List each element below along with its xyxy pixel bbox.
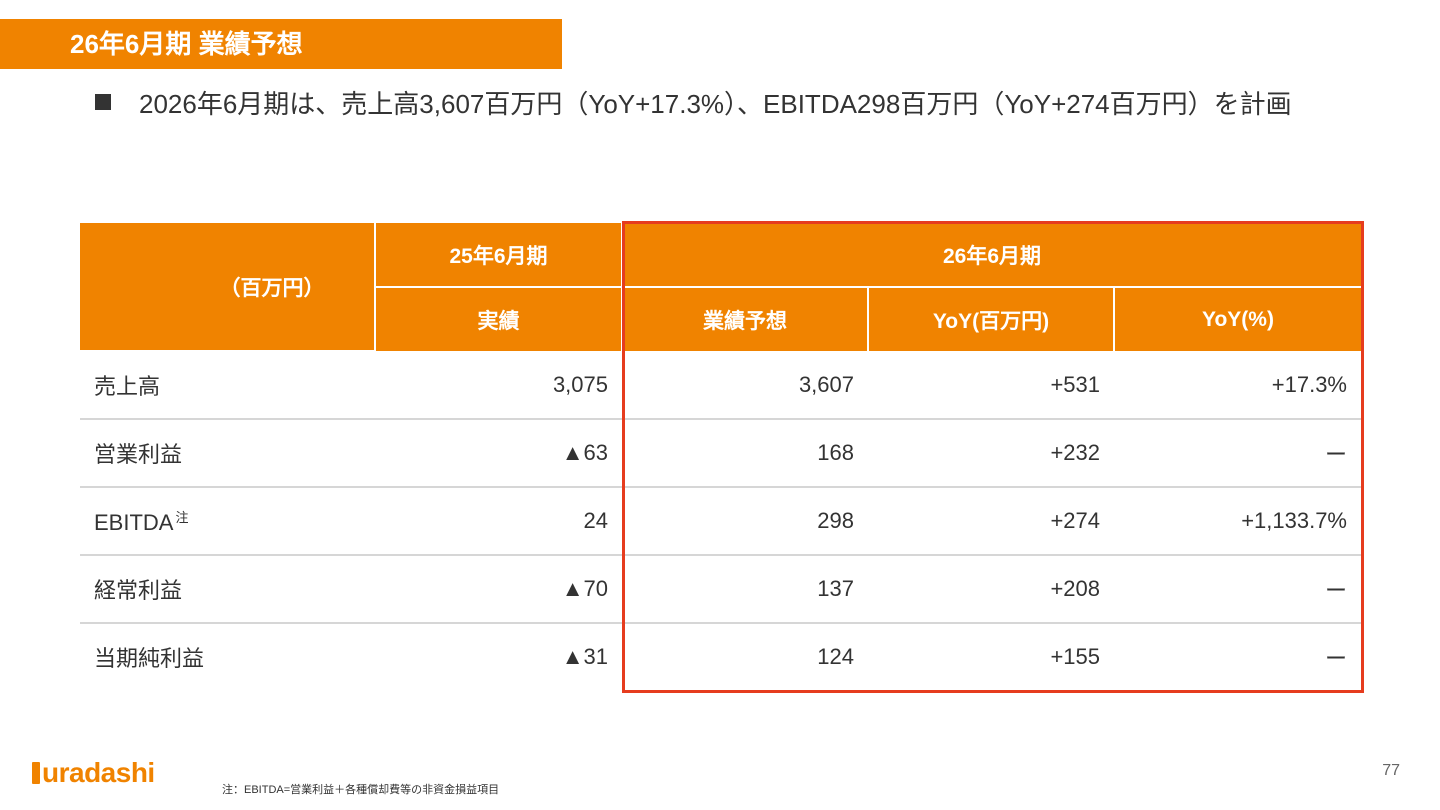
footnote: 注：EBITDA=営業利益＋各種償却費等の非資金損益項目 xyxy=(222,784,500,796)
row-label: 経常利益 xyxy=(80,555,375,624)
row-label: 当期純利益 xyxy=(94,646,205,671)
cell-forecast: 168 xyxy=(622,419,868,488)
cell-yoy-amount: +274 xyxy=(868,487,1114,556)
cell-actual: ▲31 xyxy=(561,644,608,669)
unit-label: （百万円） xyxy=(80,223,375,352)
cell-forecast: 298 xyxy=(622,487,868,556)
page-number: 77 xyxy=(1382,762,1400,779)
table-row: EBITDA 注 24 298 +274 +1,133.7% xyxy=(80,487,1361,556)
cell-yoy-amount: +155 xyxy=(1050,644,1100,669)
cell-forecast: 137 xyxy=(622,555,868,624)
cell-yoy-pct: +1,133.7% xyxy=(1114,487,1361,556)
cell-yoy-pct: ー xyxy=(1324,646,1347,671)
row-label: 営業利益 xyxy=(80,419,375,488)
logo-k-icon xyxy=(32,762,40,784)
kuradashi-logo: uradashi xyxy=(32,755,155,791)
footnote-marker: 注 xyxy=(175,509,189,525)
column-header-yoy-pct: YoY(%) xyxy=(1113,287,1361,351)
cell-yoy-amount: +531 xyxy=(868,351,1114,420)
period-prev-header: 25年6月期 xyxy=(374,223,622,288)
period-next-header: 26年6月期 xyxy=(621,223,1361,288)
cell-actual: 24 xyxy=(375,487,622,556)
row-label: 売上高 xyxy=(80,351,375,420)
row-label: EBITDA 注 xyxy=(80,487,375,556)
cell-actual: ▲70 xyxy=(375,555,622,624)
cell-actual: ▲63 xyxy=(375,419,622,488)
cell-forecast: 3,607 xyxy=(622,351,868,420)
column-header-actual: 実績 xyxy=(374,287,622,351)
table-subheader-row: 実績 業績予想 YoY(百万円) YoY(%) xyxy=(80,287,1361,351)
cell-yoy-pct: ー xyxy=(1114,419,1361,488)
column-header-forecast: 業績予想 xyxy=(621,287,868,351)
cell-yoy-pct: ー xyxy=(1114,555,1361,624)
summary-text: 2026年6月期は、売上高3,607百万円（YoY+17.3%）、EBITDA2… xyxy=(139,88,1292,119)
cell-forecast: 124 xyxy=(817,644,854,669)
bullet-square-icon xyxy=(95,94,111,110)
slide-title: 26年6月期 業績予想 xyxy=(0,19,562,69)
table-row: 経常利益 ▲70 137 +208 ー xyxy=(80,555,1361,624)
summary-bullet: 2026年6月期は、売上高3,607百万円（YoY+17.3%）、EBITDA2… xyxy=(95,86,1292,119)
cell-yoy-amount: +232 xyxy=(868,419,1114,488)
table-row: 営業利益 ▲63 168 +232 ー xyxy=(80,419,1361,488)
cell-yoy-pct: +17.3% xyxy=(1114,351,1361,420)
table-header-row: （百万円） 25年6月期 26年6月期 xyxy=(80,223,1361,352)
table-row: 売上高 3,075 3,607 +531 +17.3% xyxy=(80,351,1361,420)
forecast-table: （百万円） 25年6月期 26年6月期 実績 業績予想 YoY(百万円) YoY… xyxy=(80,223,1361,690)
cell-yoy-amount: +208 xyxy=(868,555,1114,624)
column-header-yoy-amount: YoY(百万円) xyxy=(867,287,1114,351)
cell-actual: 3,075 xyxy=(375,351,622,420)
table-row: 当期純利益 ▲31 124 +155 ー xyxy=(80,623,1361,690)
logo-text: uradashi xyxy=(42,757,155,788)
